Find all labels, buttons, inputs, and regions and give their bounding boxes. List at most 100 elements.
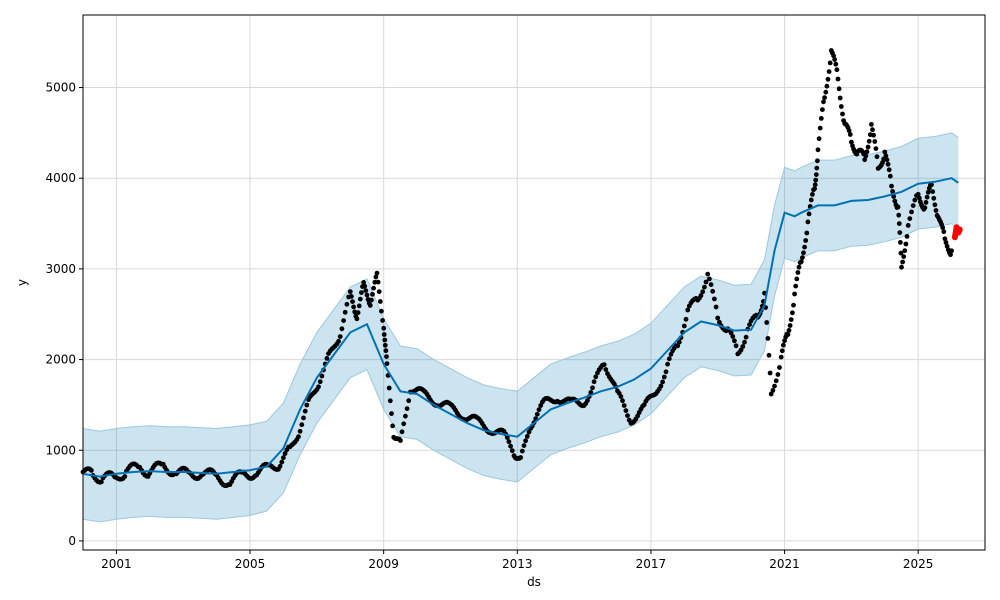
actual-point bbox=[778, 354, 784, 360]
x-tick-label: 2009 bbox=[368, 557, 399, 571]
actual-point bbox=[593, 374, 599, 380]
actual-point bbox=[916, 195, 922, 201]
actual-point bbox=[814, 165, 820, 171]
actual-point bbox=[900, 259, 905, 265]
actual-point bbox=[304, 402, 310, 408]
actual-point bbox=[896, 221, 902, 227]
actual-point bbox=[376, 289, 382, 295]
actual-point bbox=[865, 144, 871, 150]
actual-point bbox=[536, 407, 542, 412]
uncertainty-band bbox=[82, 132, 959, 523]
actual-point bbox=[715, 315, 721, 321]
actual-point bbox=[379, 308, 384, 314]
actual-point bbox=[371, 285, 376, 291]
actual-point bbox=[838, 104, 844, 109]
actual-point bbox=[863, 153, 869, 159]
actual-point bbox=[509, 448, 515, 454]
actual-point bbox=[806, 211, 812, 217]
actual-point bbox=[781, 342, 786, 348]
actual-point bbox=[788, 317, 794, 322]
actual-point bbox=[874, 154, 880, 160]
actual-point bbox=[404, 406, 410, 411]
actual-point bbox=[399, 429, 405, 435]
actual-point bbox=[816, 136, 822, 142]
actual-point bbox=[519, 448, 525, 454]
actual-point bbox=[341, 318, 346, 323]
actual-point bbox=[339, 326, 345, 332]
actual-point bbox=[822, 95, 827, 100]
actual-point bbox=[779, 348, 785, 354]
actual-point bbox=[732, 338, 737, 344]
actual-point bbox=[873, 146, 879, 152]
actual-point bbox=[782, 338, 787, 343]
actual-point bbox=[824, 83, 830, 89]
actual-point bbox=[915, 191, 921, 197]
y-axis-label: y bbox=[15, 279, 29, 286]
actual-point bbox=[791, 302, 796, 308]
actual-point bbox=[361, 280, 366, 285]
actual-point bbox=[658, 383, 664, 389]
actual-point bbox=[862, 157, 868, 163]
actual-point bbox=[777, 365, 782, 370]
actual-point bbox=[297, 428, 303, 434]
actual-point bbox=[384, 361, 390, 366]
actual-point bbox=[370, 291, 375, 297]
actual-point bbox=[827, 60, 833, 66]
actual-point bbox=[316, 384, 321, 390]
actual-point bbox=[798, 259, 804, 265]
actual-point bbox=[808, 197, 814, 203]
actual-point bbox=[869, 122, 874, 127]
actual-point bbox=[375, 279, 381, 285]
actual-point bbox=[713, 304, 719, 310]
actual-point bbox=[949, 248, 954, 254]
y-tick-label: 1000 bbox=[45, 443, 76, 457]
actual-point bbox=[930, 189, 936, 195]
actual-point bbox=[794, 276, 800, 282]
actual-point bbox=[804, 230, 810, 236]
actual-point bbox=[767, 370, 773, 376]
actual-point bbox=[367, 303, 373, 308]
y-tick-label: 5000 bbox=[45, 81, 76, 95]
actual-point bbox=[384, 354, 389, 359]
actual-point bbox=[821, 99, 826, 105]
actual-point bbox=[941, 229, 947, 235]
actual-point bbox=[897, 230, 903, 236]
actual-point bbox=[940, 225, 946, 231]
actual-point bbox=[886, 167, 892, 173]
actual-point bbox=[406, 398, 412, 404]
x-tick-label: 2005 bbox=[235, 557, 266, 571]
actual-point bbox=[849, 139, 854, 145]
actual-point bbox=[508, 443, 513, 449]
actual-point bbox=[377, 299, 383, 304]
actual-point bbox=[710, 288, 716, 294]
actual-point bbox=[390, 423, 395, 429]
actual-point bbox=[837, 95, 843, 101]
actual-point bbox=[890, 189, 895, 194]
actual-point bbox=[825, 76, 831, 82]
x-tick-label: 2001 bbox=[101, 557, 132, 571]
actual-point bbox=[812, 186, 817, 192]
actual-point bbox=[823, 89, 829, 95]
grid-lines bbox=[83, 15, 985, 550]
actual-point bbox=[885, 161, 891, 167]
actual-point bbox=[369, 297, 374, 303]
actual-point bbox=[712, 296, 717, 302]
actual-point bbox=[912, 197, 918, 203]
actual-point bbox=[623, 408, 629, 413]
actual-point bbox=[702, 284, 707, 290]
actual-point bbox=[618, 394, 624, 399]
actual-point bbox=[506, 439, 512, 445]
actual-point bbox=[683, 316, 689, 322]
actual-point bbox=[364, 292, 370, 298]
actual-point bbox=[666, 356, 672, 362]
forecast-yhat-line bbox=[82, 177, 959, 478]
actual-point bbox=[351, 304, 356, 310]
actual-point bbox=[302, 408, 308, 414]
actual-point bbox=[833, 61, 839, 67]
actual-point bbox=[933, 208, 939, 213]
x-axis-ticks: 2001 2005 2009 2013 2017 2021 2025 bbox=[101, 550, 933, 571]
actual-point bbox=[523, 438, 528, 444]
actual-point bbox=[282, 451, 288, 456]
uncertainty-band-area bbox=[83, 132, 959, 522]
actual-point bbox=[871, 132, 876, 138]
